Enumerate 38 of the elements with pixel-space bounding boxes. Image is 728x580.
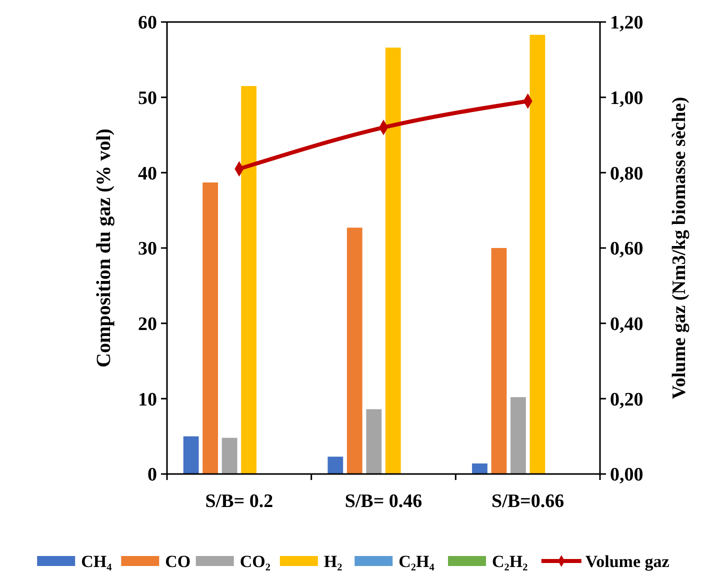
y-tick-label: 60 xyxy=(138,12,157,34)
y2-tick-label: 0,80 xyxy=(610,163,644,184)
y-tick-label: 30 xyxy=(138,238,157,260)
y2-axis-title: Volume gaz (Nm3/kg biomasse sèche) xyxy=(669,96,690,400)
bar xyxy=(222,438,238,474)
bar xyxy=(328,456,344,474)
x-tick-label: S/B=0.66 xyxy=(492,491,564,512)
bar xyxy=(183,436,199,474)
bar xyxy=(241,86,256,474)
bar xyxy=(385,48,401,474)
y2-tick-label: 1,20 xyxy=(610,12,644,34)
legend-label: CO₂ xyxy=(240,552,270,571)
y-tick-label: 0 xyxy=(148,464,157,486)
bar xyxy=(472,463,488,474)
legend-label: C₂H₄ xyxy=(398,552,434,571)
legend-label: CH₄ xyxy=(81,552,112,571)
x-tick-label: S/B= 0.46 xyxy=(344,491,422,512)
x-tick-label: S/B= 0.2 xyxy=(205,491,274,512)
bar xyxy=(510,397,526,474)
y-tick-label: 40 xyxy=(138,163,157,184)
y-tick-label: 10 xyxy=(138,389,157,410)
y-tick-label: 20 xyxy=(138,314,157,335)
bar xyxy=(346,228,362,474)
legend-label: H₂ xyxy=(324,552,342,571)
legend-label: Volume gaz xyxy=(585,552,670,571)
y2-tick-label: 1,00 xyxy=(610,88,644,109)
bar xyxy=(530,34,546,474)
bar xyxy=(202,182,218,474)
y2-tick-label: 0,60 xyxy=(610,238,644,260)
bar xyxy=(491,248,507,474)
legend-label: C₂H₂ xyxy=(492,552,528,571)
y2-tick-label: 0,00 xyxy=(610,464,644,486)
y-tick-label: 50 xyxy=(138,88,157,109)
y2-tick-label: 0,20 xyxy=(610,389,644,410)
legend-label: CO xyxy=(165,552,191,571)
y2-tick-label: 0,40 xyxy=(610,314,644,335)
y-axis-title: Composition du gaz (% vol) xyxy=(93,128,115,368)
bar xyxy=(366,409,382,474)
